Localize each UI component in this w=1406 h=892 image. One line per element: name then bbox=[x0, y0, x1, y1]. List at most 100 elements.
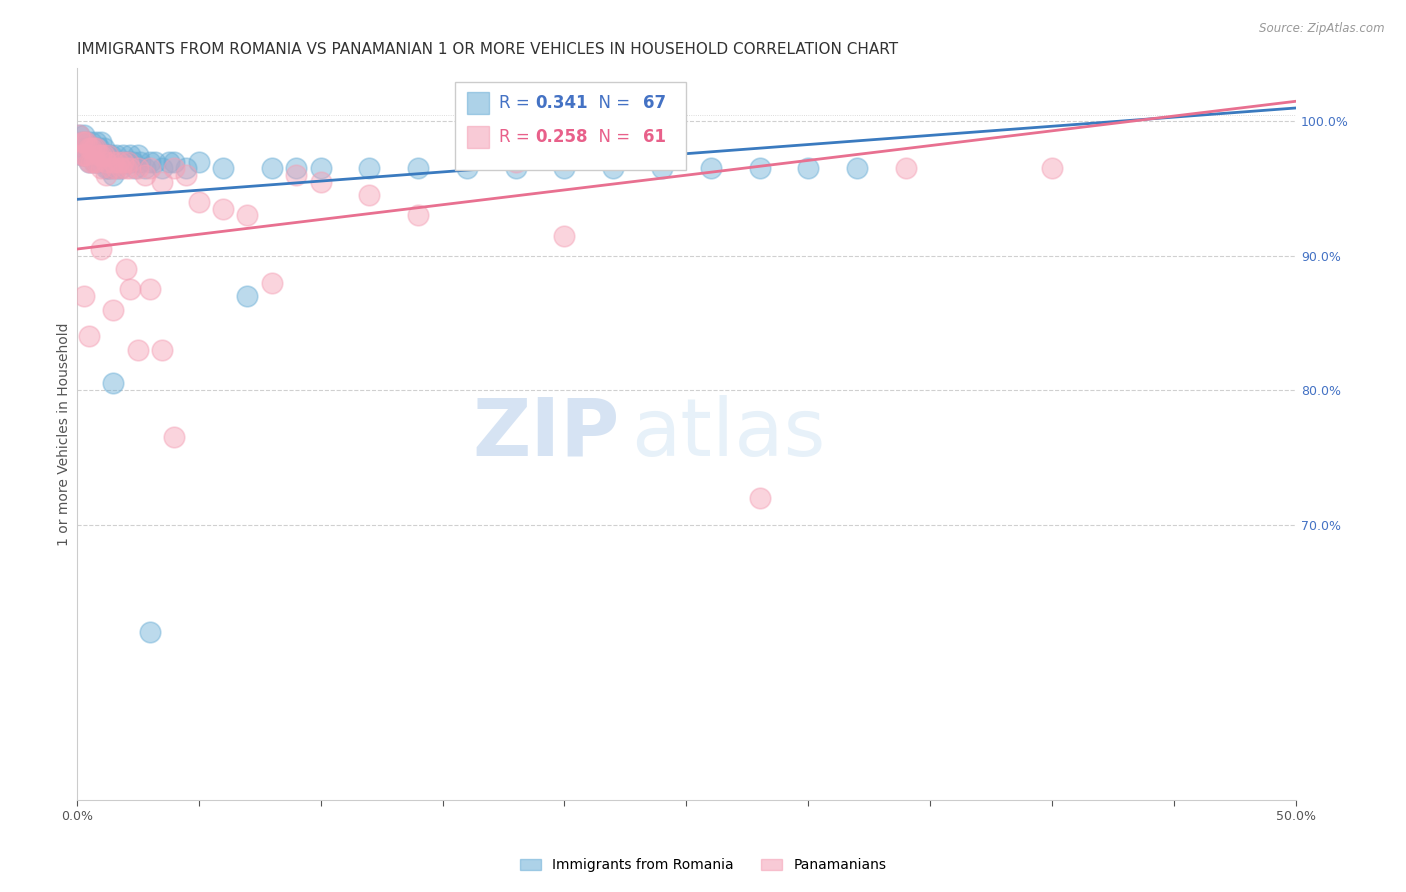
Point bbox=[285, 168, 308, 182]
Point bbox=[139, 154, 162, 169]
Point bbox=[894, 161, 917, 176]
Point bbox=[90, 135, 112, 149]
Point bbox=[90, 161, 112, 176]
FancyBboxPatch shape bbox=[467, 127, 489, 148]
Text: R =: R = bbox=[499, 94, 534, 112]
Point bbox=[94, 148, 117, 162]
Point bbox=[83, 154, 105, 169]
Point bbox=[103, 302, 125, 317]
Point bbox=[117, 154, 139, 169]
Point bbox=[104, 161, 127, 176]
Point bbox=[359, 161, 381, 176]
Point bbox=[505, 154, 527, 169]
FancyBboxPatch shape bbox=[454, 82, 686, 170]
Point bbox=[187, 194, 209, 209]
Point bbox=[120, 161, 142, 176]
Point bbox=[87, 154, 110, 169]
Point bbox=[110, 161, 132, 176]
Point bbox=[90, 148, 112, 162]
Point bbox=[553, 161, 575, 176]
Point bbox=[73, 128, 96, 142]
Point bbox=[260, 276, 283, 290]
Point bbox=[107, 154, 129, 169]
Point bbox=[67, 128, 90, 142]
Point bbox=[100, 161, 122, 176]
Point bbox=[77, 141, 100, 155]
Point bbox=[456, 161, 478, 176]
Point bbox=[124, 161, 146, 176]
Point bbox=[150, 161, 173, 176]
Point bbox=[76, 135, 98, 149]
Point bbox=[73, 135, 96, 149]
Point bbox=[797, 161, 820, 176]
Point bbox=[134, 168, 156, 182]
Point bbox=[110, 161, 132, 176]
Point bbox=[107, 154, 129, 169]
Point bbox=[103, 154, 125, 169]
Point bbox=[143, 154, 166, 169]
Text: 61: 61 bbox=[643, 128, 665, 146]
Point bbox=[76, 148, 98, 162]
Point bbox=[77, 141, 100, 155]
Point bbox=[176, 168, 198, 182]
Point bbox=[104, 161, 127, 176]
Point bbox=[70, 135, 93, 149]
Point bbox=[76, 148, 98, 162]
Point bbox=[406, 161, 429, 176]
Point bbox=[163, 161, 186, 176]
Point bbox=[84, 154, 107, 169]
Point bbox=[93, 141, 115, 155]
Point bbox=[70, 148, 93, 162]
Text: N =: N = bbox=[588, 128, 636, 146]
Point bbox=[150, 343, 173, 357]
FancyBboxPatch shape bbox=[467, 92, 489, 114]
Point bbox=[70, 148, 93, 162]
Point bbox=[139, 161, 162, 176]
Point bbox=[80, 141, 103, 155]
Point bbox=[100, 161, 122, 176]
Point bbox=[93, 148, 115, 162]
Point bbox=[505, 161, 527, 176]
Point bbox=[80, 135, 103, 149]
Point bbox=[700, 161, 723, 176]
Point bbox=[67, 128, 90, 142]
Text: 0.341: 0.341 bbox=[536, 94, 588, 112]
Point bbox=[120, 148, 142, 162]
Point bbox=[748, 491, 770, 505]
Point bbox=[127, 161, 149, 176]
Point bbox=[87, 141, 110, 155]
Point bbox=[176, 161, 198, 176]
Point bbox=[120, 282, 142, 296]
Point bbox=[127, 343, 149, 357]
Point bbox=[187, 154, 209, 169]
Point bbox=[260, 161, 283, 176]
Point bbox=[90, 242, 112, 256]
Point bbox=[94, 154, 117, 169]
Point bbox=[651, 161, 673, 176]
Point bbox=[93, 154, 115, 169]
Text: 67: 67 bbox=[643, 94, 665, 112]
Point bbox=[87, 148, 110, 162]
Point bbox=[157, 154, 180, 169]
Point bbox=[83, 141, 105, 155]
Point bbox=[748, 161, 770, 176]
Point bbox=[1040, 161, 1063, 176]
Point bbox=[602, 161, 624, 176]
Text: IMMIGRANTS FROM ROMANIA VS PANAMANIAN 1 OR MORE VEHICLES IN HOUSEHOLD CORRELATIO: IMMIGRANTS FROM ROMANIA VS PANAMANIAN 1 … bbox=[77, 42, 898, 57]
Y-axis label: 1 or more Vehicles in Household: 1 or more Vehicles in Household bbox=[58, 322, 72, 546]
Point bbox=[97, 161, 120, 176]
Point bbox=[212, 161, 235, 176]
Point bbox=[80, 148, 103, 162]
Point bbox=[84, 141, 107, 155]
Legend: Immigrants from Romania, Panamanians: Immigrants from Romania, Panamanians bbox=[515, 853, 891, 878]
Point bbox=[76, 135, 98, 149]
Point bbox=[236, 289, 259, 303]
Point bbox=[553, 228, 575, 243]
Point bbox=[129, 154, 152, 169]
Point bbox=[602, 114, 624, 128]
Point bbox=[134, 161, 156, 176]
Point bbox=[77, 154, 100, 169]
Point bbox=[97, 148, 120, 162]
Text: Source: ZipAtlas.com: Source: ZipAtlas.com bbox=[1260, 22, 1385, 36]
Point bbox=[77, 329, 100, 343]
